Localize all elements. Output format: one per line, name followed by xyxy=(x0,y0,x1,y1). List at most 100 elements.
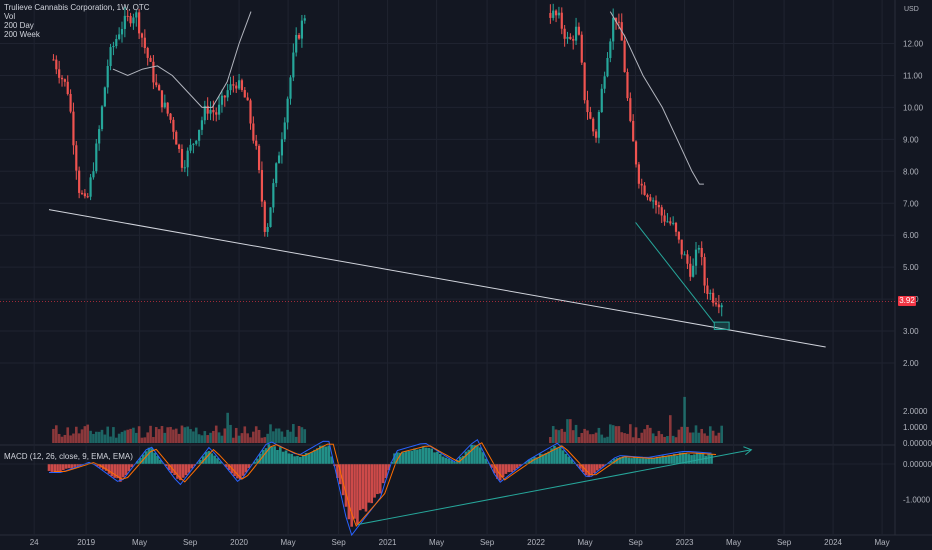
macd-histogram-bar xyxy=(433,452,436,464)
candle-body xyxy=(549,13,552,18)
macd-histogram-bar xyxy=(450,460,453,464)
candle-body xyxy=(143,37,146,48)
volume-bar xyxy=(294,436,298,443)
symbol-title[interactable]: Trulieve Cannabis Corporation, 1W, OTC xyxy=(4,3,150,12)
macd-histogram-bar xyxy=(310,452,314,464)
macd-histogram-bar xyxy=(484,458,488,464)
candle-body xyxy=(266,226,269,232)
macd-histogram-bar xyxy=(59,464,62,472)
candle-body xyxy=(203,105,206,121)
volume-bar xyxy=(686,426,689,443)
candle-body xyxy=(614,17,618,22)
macd-histogram-bar xyxy=(176,464,179,479)
macd-histogram-bar xyxy=(190,464,194,469)
macd-histogram-bar xyxy=(544,453,548,464)
candle-body xyxy=(180,148,184,168)
candle-body xyxy=(649,197,652,201)
candle-body xyxy=(135,12,138,18)
macd-histogram-bar xyxy=(124,464,128,476)
macd-histogram-bar xyxy=(615,458,619,464)
volume-bar xyxy=(611,425,615,443)
volume-bar xyxy=(660,434,664,443)
volume-bar xyxy=(591,434,595,443)
indicator-vol[interactable]: Vol xyxy=(4,12,16,21)
macd-histogram-bar xyxy=(504,464,508,474)
candle-body xyxy=(58,69,61,78)
drawing-layer[interactable] xyxy=(48,209,826,526)
indicator-200-week[interactable]: 200 Week xyxy=(4,30,40,39)
candle-body xyxy=(175,131,178,145)
candle-body xyxy=(597,112,601,138)
candle-body xyxy=(152,61,155,83)
volume-bar xyxy=(700,428,704,443)
macd-histogram-bar xyxy=(67,464,71,469)
candle-body xyxy=(692,265,695,277)
candle-body xyxy=(677,231,680,240)
volume-bar xyxy=(146,432,149,443)
macd-histogram-bar xyxy=(607,462,611,464)
volume-bar xyxy=(631,437,635,443)
macd-histogram-bar xyxy=(159,459,162,464)
macd-histogram-bar xyxy=(313,449,316,464)
candle-body xyxy=(643,185,646,195)
macd-histogram-bar xyxy=(73,464,77,467)
macd-histogram-bar xyxy=(130,464,134,468)
macd-histogram-bar xyxy=(239,464,242,480)
chart-grid xyxy=(0,0,932,536)
volume-bar xyxy=(232,437,235,443)
macd-histogram-bar xyxy=(364,464,368,512)
macd-histogram-bar xyxy=(139,457,142,464)
candle-body xyxy=(86,196,89,198)
candle-body xyxy=(589,112,592,119)
macd-histogram-bar xyxy=(501,464,505,478)
candle-body xyxy=(120,28,124,35)
macd-divergence-line xyxy=(357,449,752,526)
candle-body xyxy=(652,200,655,202)
indicator-200-day[interactable]: 200 Day xyxy=(4,21,34,30)
macd-histogram-bar xyxy=(70,464,74,469)
macd-histogram-bar xyxy=(256,458,259,464)
volume-bar xyxy=(286,429,289,443)
currency-label[interactable]: USD xyxy=(904,6,919,13)
macd-histogram-bar xyxy=(156,455,159,464)
macd-histogram-bar xyxy=(587,464,591,478)
time-axis-label: May xyxy=(875,538,890,547)
candle-body xyxy=(272,183,275,208)
macd-legend[interactable]: MACD (12, 26, close, 9, EMA, EMA) xyxy=(4,452,133,461)
macd-histogram-bar xyxy=(536,457,539,464)
candle-body xyxy=(674,222,678,232)
volume-bar xyxy=(283,436,287,443)
volume-axis-label: 2.0000 xyxy=(903,407,928,416)
candle-body xyxy=(103,87,106,107)
candle-body xyxy=(209,109,212,114)
volume-bar xyxy=(109,436,112,443)
candle-body xyxy=(632,120,635,142)
macd-pane xyxy=(0,438,895,537)
candle-body xyxy=(243,90,246,98)
macd-histogram-bar xyxy=(219,461,222,464)
volume-bar xyxy=(711,430,715,443)
target-zone-box xyxy=(713,321,730,330)
macd-histogram-bar xyxy=(227,464,231,471)
macd-histogram-bar xyxy=(673,454,676,464)
macd-histogram-bar xyxy=(493,464,496,474)
volume-bar xyxy=(180,425,184,443)
volume-bar xyxy=(651,433,655,443)
volume-bar xyxy=(57,433,61,443)
candle-body xyxy=(697,247,700,250)
macd-histogram-bar xyxy=(518,464,522,467)
volume-bar xyxy=(154,427,158,443)
macd-histogram-bar xyxy=(181,464,185,478)
volume-bar xyxy=(177,433,181,443)
candle-body xyxy=(712,292,715,303)
macd-histogram-bar xyxy=(561,450,565,464)
candle-body xyxy=(95,143,98,172)
candle-body xyxy=(683,254,686,256)
macd-histogram-bar xyxy=(173,464,176,476)
candle-body xyxy=(223,95,226,98)
volume-bar xyxy=(229,424,232,443)
volume-bar xyxy=(157,429,161,443)
candle-body xyxy=(115,38,118,47)
